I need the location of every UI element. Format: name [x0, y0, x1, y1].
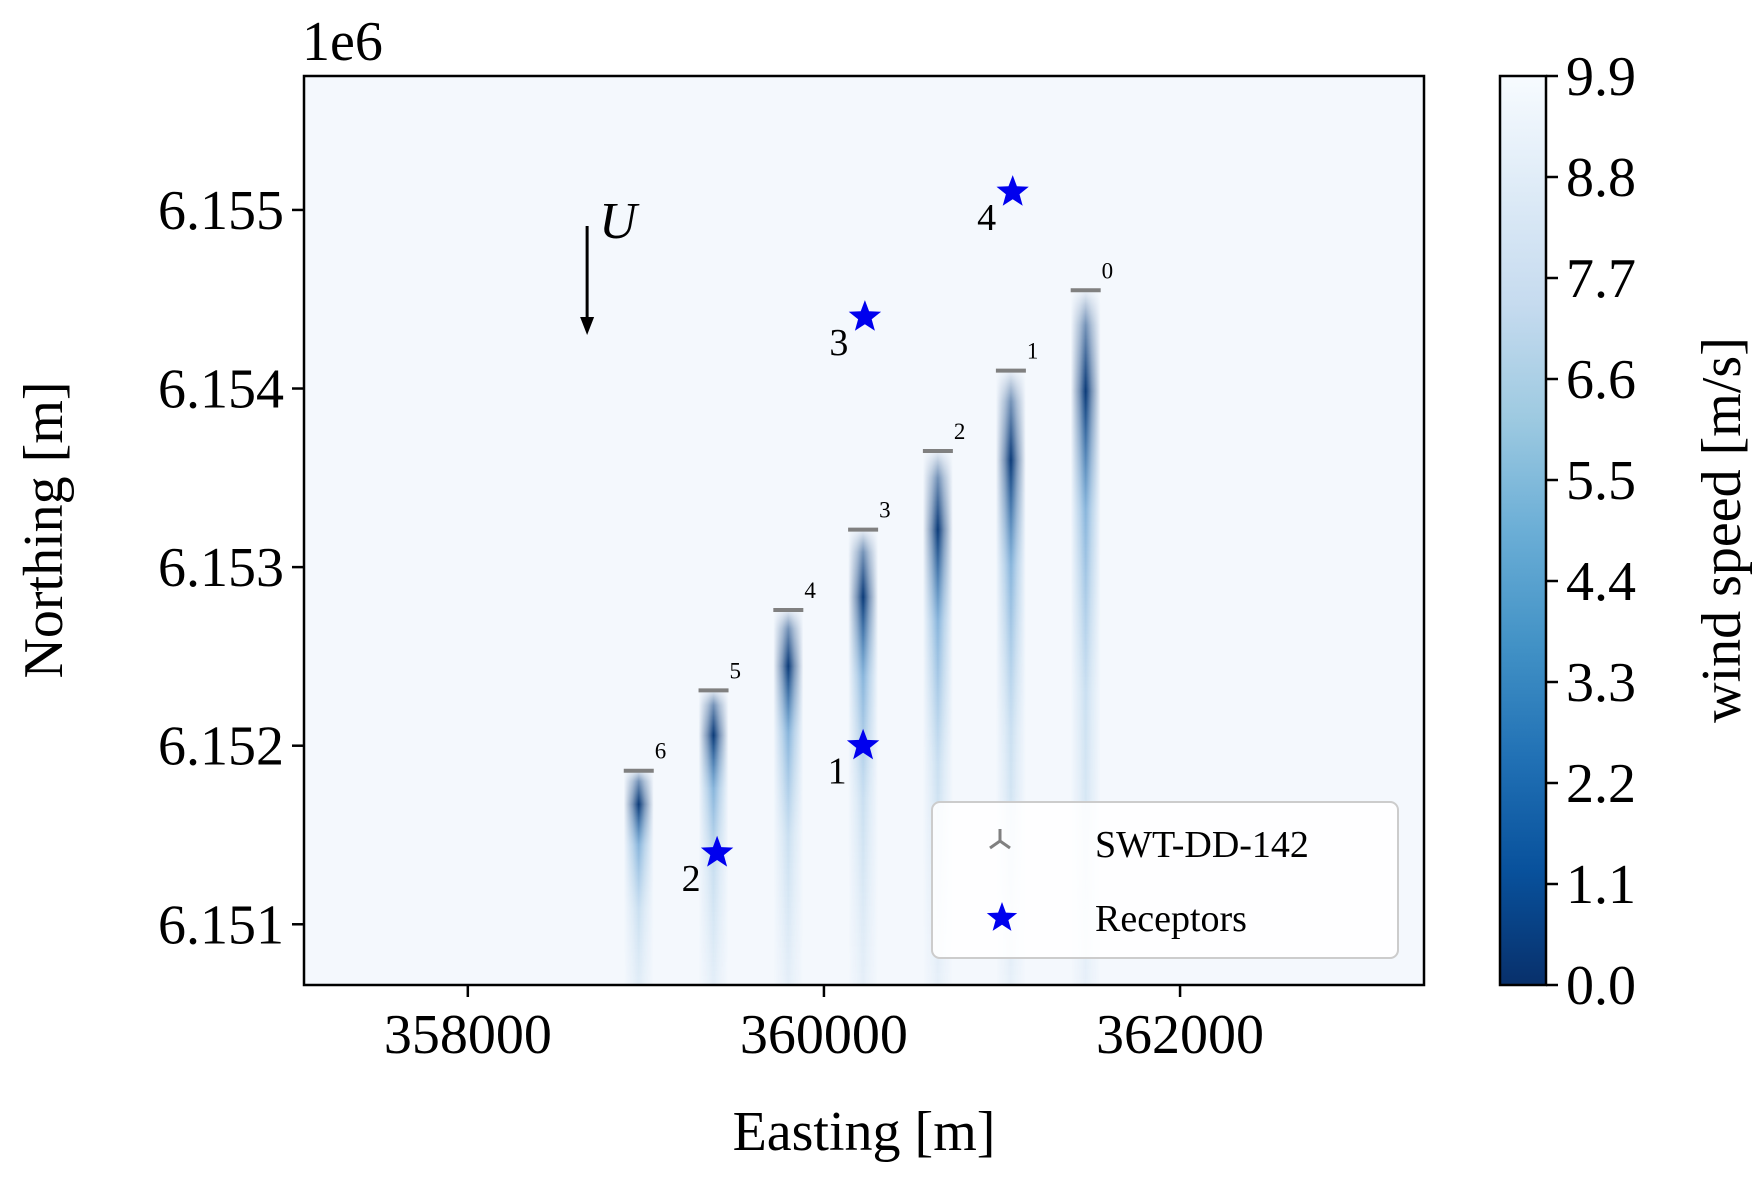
turbine-label-0: 0	[1102, 258, 1114, 283]
legend-label-receptors: Receptors	[1095, 898, 1247, 940]
turbine-label-6: 6	[655, 739, 667, 764]
tri-down-marker-icon	[989, 829, 1011, 850]
legend-entry-receptors: Receptors	[986, 898, 1247, 940]
turbine-label-1: 1	[1027, 339, 1039, 364]
turbine-wake-5	[698, 688, 729, 985]
colorbar-tick-label: 1.1	[1566, 854, 1636, 916]
legend-entry-turbine: SWT-DD-142	[989, 824, 1309, 866]
y-tick-label: 6.153	[158, 537, 284, 599]
colorbar-tick-label: 6.6	[1566, 349, 1636, 411]
wind-direction-label: U	[599, 193, 640, 250]
colorbar-tick-label: 3.3	[1566, 652, 1636, 714]
legend-label-turbine: SWT-DD-142	[1095, 824, 1309, 866]
turbine-wake-6	[623, 768, 654, 985]
receptor-label-4: 4	[977, 197, 996, 239]
turbine-wake-4	[773, 607, 804, 985]
x-axis-ticks: 358000 360000 362000	[384, 985, 1264, 1066]
receptor-layer: 1 2 3 4	[682, 175, 1029, 900]
y-tick-label: 6.152	[158, 716, 284, 778]
turbine-label-5: 5	[730, 658, 742, 683]
colorbar-label: wind speed [m/s]	[1691, 337, 1753, 723]
receptor-label-2: 2	[682, 858, 701, 900]
plot-frame	[302, 74, 1426, 987]
colorbar-tick-label: 7.7	[1566, 248, 1636, 310]
y-tick-label: 6.154	[158, 359, 284, 421]
colorbar-tick-label: 5.5	[1566, 450, 1636, 512]
y-axis-ticks: 6.151 6.152 6.153 6.154 6.155	[158, 180, 304, 956]
y-offset-text: 1e6	[302, 11, 383, 73]
plot-area: 0 1 2 3 4 5 6 1 2 3 4 U	[302, 74, 1426, 987]
wake-layer	[623, 288, 1101, 985]
colorbar-tick-label: 4.4	[1566, 551, 1636, 613]
x-tick-label: 362000	[1096, 1004, 1264, 1066]
x-tick-label: 360000	[740, 1004, 908, 1066]
turbine-wake-3	[848, 527, 879, 985]
colorbar-gradient	[1498, 74, 1548, 987]
legend: SWT-DD-142 Receptors	[931, 801, 1399, 959]
turbine-label-2: 2	[954, 419, 966, 444]
turbine-label-3: 3	[879, 498, 891, 523]
receptor-marker-1	[846, 728, 880, 760]
y-tick-label: 6.151	[158, 894, 284, 956]
colorbar: 0.0 1.1 2.2 3.3 4.4 5.5 6.6 7.7 8.8 9.9 wind spee…	[1498, 46, 1753, 1017]
wind-direction-arrow: U	[580, 193, 640, 335]
receptor-label-1: 1	[828, 751, 847, 793]
receptor-marker-2	[700, 835, 734, 867]
receptor-marker-4	[996, 175, 1029, 206]
colorbar-tick-label: 8.8	[1566, 147, 1636, 209]
colorbar-tick-label: 9.9	[1566, 46, 1636, 108]
x-tick-label: 358000	[384, 1004, 552, 1066]
colorbar-ticks: 0.0 1.1 2.2 3.3 4.4 5.5 6.6 7.7 8.8 9.9	[1546, 46, 1636, 1017]
legend-box	[931, 801, 1399, 959]
receptor-marker-3	[848, 300, 882, 331]
y-axis-label: Northing [m]	[13, 381, 75, 678]
x-axis-label: Easting [m]	[733, 1101, 996, 1163]
star-marker-icon	[986, 902, 1018, 931]
receptor-label-3: 3	[829, 322, 848, 364]
colorbar-tick-label: 0.0	[1566, 955, 1636, 1017]
turbine-layer: 0 1 2 3 4 5 6	[623, 258, 1114, 773]
colorbar-tick-label: 2.2	[1566, 753, 1636, 815]
turbine-label-4: 4	[804, 578, 816, 603]
y-tick-label: 6.155	[158, 180, 284, 242]
